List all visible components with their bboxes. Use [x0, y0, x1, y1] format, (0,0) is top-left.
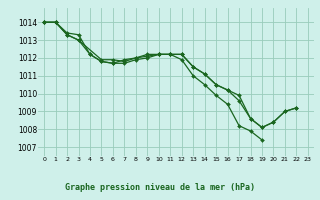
Text: Graphe pression niveau de la mer (hPa): Graphe pression niveau de la mer (hPa)	[65, 183, 255, 192]
